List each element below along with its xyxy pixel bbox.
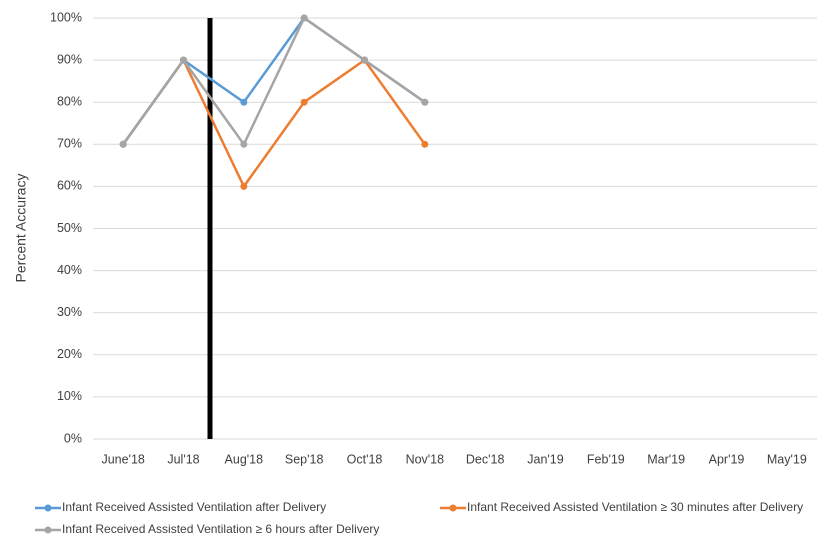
x-tick-label: Dec'18 [466, 452, 505, 466]
x-tick-label: Aug'18 [225, 452, 264, 466]
data-point [240, 140, 248, 148]
legend-swatch-dot [44, 504, 52, 512]
legend-label: Infant Received Assisted Ventilation ≥ 3… [467, 500, 803, 514]
x-tick-label: June'18 [101, 452, 144, 466]
x-tick-label: May'19 [767, 452, 807, 466]
x-tick-label: Apr'19 [709, 452, 745, 466]
y-tick-label: 70% [57, 137, 82, 151]
legend-label: Infant Received Assisted Ventilation ≥ 6… [62, 522, 379, 536]
x-tick-label: Mar'19 [647, 452, 685, 466]
x-tick-label: Feb'19 [587, 452, 625, 466]
legend-swatch-dot [449, 504, 457, 512]
y-tick-label: 40% [57, 263, 82, 277]
x-tick-label: Jul'18 [167, 452, 199, 466]
legend-label: Infant Received Assisted Ventilation aft… [62, 500, 326, 514]
x-tick-label: Oct'18 [347, 452, 383, 466]
y-tick-label: 90% [57, 52, 82, 66]
y-axis-label: Percent Accuracy [13, 174, 29, 283]
data-point [421, 98, 429, 106]
data-point [361, 56, 368, 64]
legend-swatch-dot [44, 526, 52, 534]
y-tick-label: 100% [50, 10, 82, 24]
data-point [300, 14, 308, 22]
y-tick-label: 20% [57, 347, 82, 361]
x-tick-label: Nov'18 [406, 452, 445, 466]
data-point [240, 182, 248, 190]
x-tick-label: Jan'19 [527, 452, 563, 466]
y-tick-label: 0% [64, 431, 82, 445]
data-point [119, 140, 127, 148]
y-tick-label: 30% [57, 305, 82, 319]
y-tick-label: 50% [57, 221, 82, 235]
y-tick-label: 10% [57, 389, 82, 403]
y-tick-label: 80% [57, 94, 82, 108]
x-tick-label: Sep'18 [285, 452, 324, 466]
data-point [300, 98, 308, 106]
data-point [421, 140, 429, 148]
y-tick-label: 60% [57, 179, 82, 193]
data-point [240, 98, 248, 106]
data-point [180, 56, 187, 64]
series-line [122, 16, 426, 147]
